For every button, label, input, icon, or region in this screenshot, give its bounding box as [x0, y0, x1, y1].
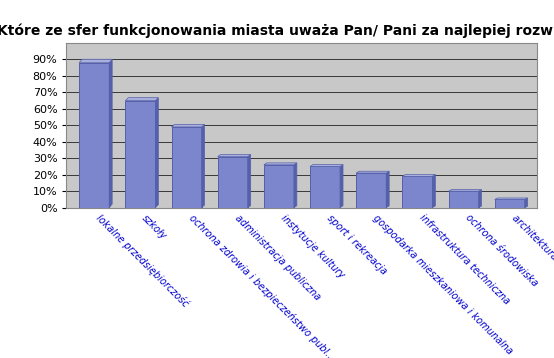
Polygon shape [109, 59, 112, 208]
Bar [218, 156, 248, 208]
Polygon shape [340, 165, 343, 208]
Polygon shape [248, 155, 250, 208]
Polygon shape [356, 171, 389, 173]
Bar [310, 166, 340, 208]
Polygon shape [402, 175, 435, 176]
Bar [172, 127, 202, 208]
Polygon shape [449, 190, 481, 191]
Polygon shape [495, 198, 528, 199]
Polygon shape [386, 171, 389, 208]
Polygon shape [202, 125, 204, 208]
Title: Które ze sfer funkcjonowania miasta uważa Pan/ Pani za najlepiej rozwinięte?: Które ze sfer funkcjonowania miasta uważ… [0, 23, 554, 38]
Polygon shape [125, 98, 158, 101]
Bar [356, 173, 386, 208]
Polygon shape [294, 163, 297, 208]
Polygon shape [218, 155, 250, 156]
Bar [449, 191, 479, 208]
Polygon shape [79, 59, 112, 63]
Polygon shape [155, 98, 158, 208]
Bar [79, 63, 109, 208]
Polygon shape [525, 198, 528, 208]
Polygon shape [432, 175, 435, 208]
Bar [402, 176, 432, 208]
Bar [495, 199, 525, 208]
Bar [264, 165, 294, 208]
Polygon shape [310, 165, 343, 166]
Polygon shape [264, 163, 297, 165]
Polygon shape [172, 125, 204, 127]
Bar [125, 101, 155, 208]
Polygon shape [479, 190, 481, 208]
